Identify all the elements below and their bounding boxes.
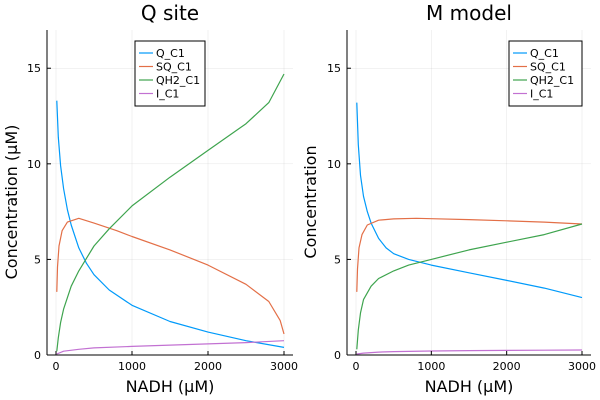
axes [46, 30, 293, 356]
x-axis-label: NADH (μM) [126, 377, 215, 396]
series-group [356, 102, 583, 355]
y-ticks: 0 5 10 15 [27, 62, 51, 362]
y-tick-label: 0 [34, 349, 41, 362]
series-line-qh2-c1 [56, 73, 285, 352]
legend-label: SQ_C1 [156, 61, 192, 74]
x-tick-label: 3000 [270, 360, 298, 373]
series-line-qh2-c1 [356, 223, 583, 350]
x-tick-label: 2000 [493, 360, 521, 373]
legend-label: SQ_C1 [530, 61, 566, 74]
y-tick-label: 10 [27, 158, 41, 171]
series-line-sq-c1 [356, 217, 583, 292]
legend-label: I_C1 [156, 88, 179, 101]
x-tick-label: 2000 [194, 360, 222, 373]
y-tick-label: 0 [334, 349, 341, 362]
legend-box [134, 40, 206, 107]
x-ticks: 0 1000 2000 3000 [353, 351, 596, 373]
chart-title: M model [426, 1, 512, 25]
x-tick-label: 0 [353, 360, 360, 373]
chart-m-model: M model NADH (μM) Concentration 0 1000 200… [301, 1, 596, 396]
y-axis-label: Concentration (μM) [2, 125, 21, 280]
y-axis-label: Concentration [301, 145, 320, 258]
legend-label: Q_C1 [530, 47, 559, 60]
legend-label: QH2_C1 [156, 74, 200, 87]
y-ticks: 0 5 10 15 [327, 62, 351, 362]
y-tick-label: 5 [34, 253, 41, 266]
x-tick-label: 0 [53, 360, 60, 373]
y-tick-label: 10 [327, 158, 341, 171]
chart-q-site: Q site NADH (μM) Concentration (μM) 0 100… [2, 1, 298, 396]
legend-box [508, 40, 583, 107]
series-line-sq-c1 [56, 217, 285, 335]
series-group [56, 73, 285, 355]
x-tick-label: 1000 [417, 360, 445, 373]
chart-title: Q site [141, 1, 199, 25]
series-line-q-c1 [56, 100, 285, 348]
x-tick-label: 1000 [118, 360, 146, 373]
x-axis-label: NADH (μM) [425, 377, 514, 396]
y-tick-label: 15 [27, 62, 41, 75]
series-line-q-c1 [356, 102, 583, 299]
legend-label: QH2_C1 [530, 74, 574, 87]
series-line-i-c1 [56, 340, 285, 355]
axes [346, 30, 591, 356]
x-ticks: 0 1000 2000 3000 [53, 351, 298, 373]
legend-label: Q_C1 [156, 47, 185, 60]
x-tick-label: 3000 [568, 360, 596, 373]
y-tick-label: 5 [334, 253, 341, 266]
legend-label: I_C1 [530, 88, 553, 101]
y-tick-label: 15 [327, 62, 341, 75]
